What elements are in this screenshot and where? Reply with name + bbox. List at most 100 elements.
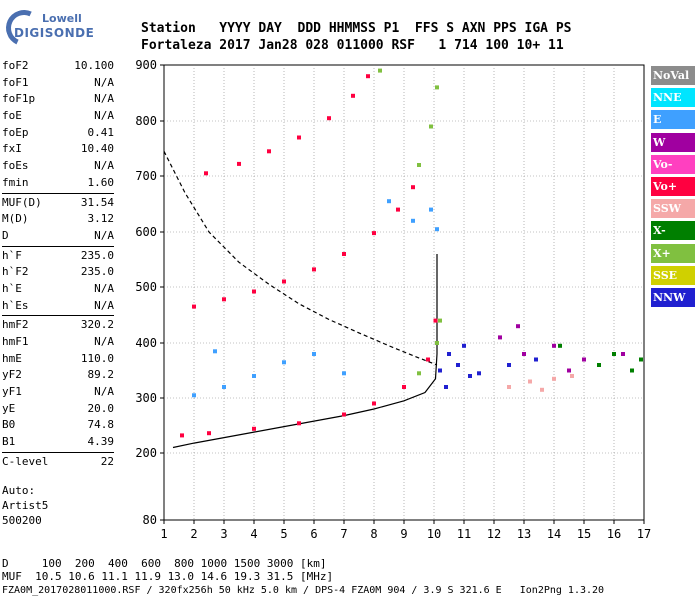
param-value: 74.8 xyxy=(87,418,115,432)
header-row2: Fortaleza 2017 Jan28 028 011000 RSF 1 71… xyxy=(141,38,564,53)
param-name: C-level xyxy=(2,454,49,468)
param-row: h`Es N/A xyxy=(2,298,114,315)
y-tick-label: 80 xyxy=(143,513,157,527)
x-tick-label: 10 xyxy=(427,527,441,541)
x-tick-label: 6 xyxy=(310,527,317,541)
param-value: 22 xyxy=(100,454,114,468)
param-name: foE xyxy=(2,109,22,123)
logo-line2: DIGISONDE xyxy=(14,26,95,40)
y-tick-label: 800 xyxy=(135,114,157,128)
scaled-parameters-panel: foF2 10.100 foF1 N/A foF1p N/A foE N/A foEp 0.41 f… xyxy=(2,58,114,471)
param-name: h`Es xyxy=(2,298,29,312)
param-separator xyxy=(2,451,114,453)
echo-point xyxy=(438,368,442,373)
param-value: N/A xyxy=(94,281,114,295)
param-row: foEs N/A xyxy=(2,158,114,175)
legend-item: NNW xyxy=(651,287,695,307)
echo-point xyxy=(552,343,556,348)
param-separator xyxy=(2,245,114,247)
param-value: N/A xyxy=(94,228,114,242)
param-value: 235.0 xyxy=(80,265,114,279)
param-name: h`F xyxy=(2,248,22,262)
param-name: h`E xyxy=(2,281,22,295)
param-value: 0.41 xyxy=(87,125,115,139)
x-tick-label: 14 xyxy=(547,527,561,541)
x-tick-label: 1 xyxy=(160,527,167,541)
echo-point xyxy=(477,371,481,376)
echo-point xyxy=(192,393,196,398)
echo-point xyxy=(282,360,286,365)
legend-item: NNE xyxy=(651,88,695,108)
x-tick-label: 5 xyxy=(280,527,287,541)
echo-point xyxy=(192,304,196,309)
param-row: hmF1 N/A xyxy=(2,334,114,351)
param-name: fmin xyxy=(2,175,29,189)
echo-point xyxy=(378,68,382,73)
param-row: MUF(D) 31.54 xyxy=(2,195,114,212)
echo-point xyxy=(433,318,438,323)
param-name: hmF2 xyxy=(2,318,29,332)
echo-point xyxy=(252,426,256,431)
param-value: N/A xyxy=(94,385,114,399)
echo-point xyxy=(426,357,430,362)
echo-point xyxy=(297,135,301,140)
x-tick-label: 16 xyxy=(607,527,621,541)
echo-point xyxy=(366,74,370,79)
echo-point xyxy=(468,374,472,378)
legend-item: SSW xyxy=(651,199,695,219)
echo-point xyxy=(621,352,625,356)
param-value: N/A xyxy=(94,159,114,173)
echo-point xyxy=(567,368,571,373)
echo-point xyxy=(402,385,406,389)
auto-line: Artist5 xyxy=(2,499,49,512)
echo-point xyxy=(204,171,208,176)
y-tick-label: 300 xyxy=(135,391,157,405)
param-row: h`F 235.0 xyxy=(2,248,114,265)
param-value: 4.39 xyxy=(87,435,115,449)
echo-point xyxy=(237,161,241,166)
param-name: yF2 xyxy=(2,368,22,382)
profile-curve xyxy=(172,254,438,449)
y-tick-label: 900 xyxy=(135,58,157,72)
echo-point xyxy=(342,412,346,417)
param-value: N/A xyxy=(94,75,114,89)
echo-point xyxy=(570,374,574,378)
echo-point xyxy=(417,163,421,167)
echo-point xyxy=(387,199,391,204)
param-value: 89.2 xyxy=(87,368,115,382)
autoscaling-info: Auto: Artist5 500200 xyxy=(2,484,48,529)
param-row: yE 20.0 xyxy=(2,401,114,418)
echo-point xyxy=(252,289,256,294)
echo-point xyxy=(327,116,331,121)
distance-line: D 100 200 400 600 800 1000 1500 3000 [km… xyxy=(2,557,327,570)
legend-item: Vo+ xyxy=(651,176,695,196)
param-row: B1 4.39 xyxy=(2,434,114,451)
legend-item: SSE xyxy=(651,265,695,285)
echo-point xyxy=(528,379,532,384)
param-value: N/A xyxy=(94,335,114,348)
echo-point xyxy=(507,363,511,367)
param-value: 20.0 xyxy=(87,401,115,415)
echo-point xyxy=(447,352,451,356)
echo-point xyxy=(462,343,466,348)
param-row: yF2 89.2 xyxy=(2,367,114,384)
y-tick-label: 200 xyxy=(135,446,157,460)
echo-point xyxy=(297,421,301,426)
echo-point xyxy=(252,374,256,378)
echo-point xyxy=(429,124,433,129)
muf-line: MUF 10.5 10.6 11.1 11.9 13.0 14.6 19.3 3… xyxy=(2,570,334,583)
param-row: B0 74.8 xyxy=(2,417,114,434)
param-name: foEs xyxy=(2,159,29,173)
echo-point xyxy=(222,385,226,389)
param-name: M(D) xyxy=(2,212,29,226)
param-row: hmE 110.0 xyxy=(2,351,114,368)
auto-line: Auto: xyxy=(2,484,36,497)
echo-point xyxy=(444,385,448,389)
x-tick-label: 3 xyxy=(220,527,227,541)
param-row: M(D) 3.12 xyxy=(2,211,114,228)
echo-point xyxy=(429,207,433,212)
param-name: B1 xyxy=(2,435,16,449)
param-name: h`F2 xyxy=(2,265,29,279)
legend-item: W xyxy=(651,132,695,152)
param-row: foEp 0.41 xyxy=(2,125,114,142)
